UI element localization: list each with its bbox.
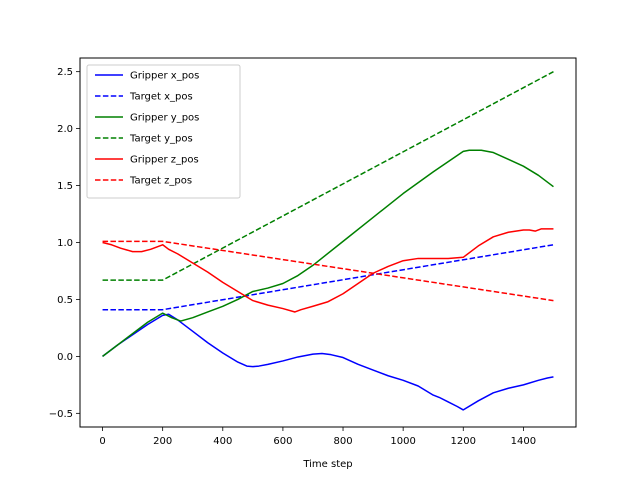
series-line-gripper-x-pos xyxy=(102,313,554,411)
y-tick-label: 2.0 xyxy=(57,124,73,135)
series-line-target-x-pos xyxy=(102,244,554,311)
legend-entry-label: Gripper x_pos xyxy=(130,71,199,82)
series-line-target-y-pos xyxy=(102,71,554,281)
y-tick-label: 2.5 xyxy=(57,67,73,78)
y-tick-label: 1.0 xyxy=(57,238,73,249)
legend-box xyxy=(86,64,241,199)
y-tick-label: −0.5 xyxy=(49,409,73,420)
x-tick-label: 200 xyxy=(153,436,172,447)
x-tick-label: 0 xyxy=(99,436,105,447)
plot-lines xyxy=(102,71,554,411)
x-axis: 0 200 400 600 800 1000 1200 1400 xyxy=(99,427,536,447)
series-line-gripper-z-pos xyxy=(102,228,554,313)
legend-entry-label: Gripper z_pos xyxy=(130,155,199,166)
y-tick-label: 1.5 xyxy=(57,181,73,192)
x-tick-label: 800 xyxy=(333,436,352,447)
legend: Gripper x_pos Target x_pos Gripper y_pos Ta… xyxy=(86,64,241,199)
y-tick-label: 0.5 xyxy=(57,295,73,306)
y-tick-label: 0.0 xyxy=(57,352,73,363)
x-tick-label: 1400 xyxy=(511,436,536,447)
x-axis-label: Time step xyxy=(302,459,352,470)
series-line-gripper-y-pos xyxy=(102,149,554,357)
x-tick-label: 1200 xyxy=(451,436,476,447)
x-tick-label: 400 xyxy=(213,436,232,447)
legend-entry-label: Target x_pos xyxy=(129,92,193,103)
y-axis: −0.5 0.0 0.5 1.0 1.5 2.0 2.5 xyxy=(49,67,80,420)
legend-entry-label: Gripper y_pos xyxy=(130,113,199,124)
x-tick-label: 600 xyxy=(273,436,292,447)
series-line-target-z-pos xyxy=(102,240,554,302)
x-tick-label: 1000 xyxy=(390,436,415,447)
legend-entry-label: Target z_pos xyxy=(129,176,192,187)
legend-entry-label: Target y_pos xyxy=(129,134,193,145)
